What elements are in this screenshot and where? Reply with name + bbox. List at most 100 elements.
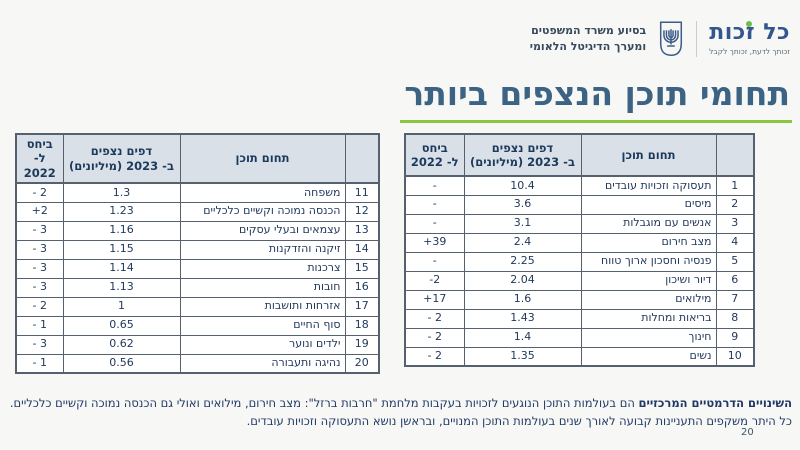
table-row: 19 ילדים ונוער 0.62- 3 xyxy=(15,334,380,355)
footer-line-1: השינויים הדרמטיים המרכזיים הם בעולמות הת… xyxy=(8,395,792,413)
rank-cell: 4 xyxy=(715,232,755,253)
rank-cell: 9 xyxy=(715,327,755,348)
ministry-line-2: ומערך הדיגיטל הלאומי xyxy=(529,39,647,53)
vs-column-header: ביחס ל- 2022 xyxy=(404,133,465,177)
topic-cell: סוף החיים xyxy=(179,315,346,336)
table-row: 3 אנשים עם מוגבלות 3.1- xyxy=(404,213,755,234)
pages-header-line1: דפים נצפים xyxy=(491,140,554,155)
vs-cell: - 1 xyxy=(15,353,64,374)
vs-cell: - 2 xyxy=(15,182,64,203)
topic-column-header: תחום תוכן xyxy=(580,133,717,177)
rank-cell: 18 xyxy=(344,315,380,336)
pages-cell: 10.4 xyxy=(463,175,582,196)
table-row: 4 מצב חירום 2.4 +39 xyxy=(404,232,755,253)
rank-cell: 17 xyxy=(344,296,380,317)
topic-cell: עצמאים ובעלי עסקים xyxy=(179,220,346,241)
pages-header-line2: ב- 2023 (מיליונים) xyxy=(470,155,575,169)
vs-cell: - 3 xyxy=(15,239,64,260)
table-row: 10 נשים 1.35- 2 xyxy=(404,346,755,367)
vs-cell: - xyxy=(404,213,465,234)
vs-cell: - xyxy=(404,175,465,196)
rank-cell: 1 xyxy=(715,175,755,196)
rank-cell: 5 xyxy=(715,251,755,272)
vs-cell: +2 xyxy=(15,201,64,222)
table-row: 13 עצמאים ובעלי עסקים 1.16- 3 xyxy=(15,220,380,241)
topic-cell: מיסים xyxy=(580,194,717,215)
pages-cell: 3.6 xyxy=(463,194,582,215)
footer-line-1-rest: הם בעולמות התוכן הנוגעים לזכויות בעקבות … xyxy=(9,396,639,410)
pages-header-line2: ב- 2023 (מיליונים) xyxy=(69,158,174,173)
rank-cell: 12 xyxy=(344,201,380,222)
topic-column-header: תחום תוכן xyxy=(179,133,346,185)
topic-cell: תעסוקה וזכויות עובדים xyxy=(580,175,717,196)
ministry-credit: בסיוע משרד המשפטים ומערך הדיגיטל הלאומי xyxy=(530,20,646,55)
topic-cell: בריאות ומחלות xyxy=(580,308,717,329)
table-row: 11 משפחה 1.3- 2 xyxy=(15,182,380,203)
pages-header-line1: דפים נצפים xyxy=(90,144,153,159)
table-row: 16 חובות 1.13- 3 xyxy=(15,277,380,298)
pages-cell: 2.04 xyxy=(463,270,582,291)
rank-cell: 10 xyxy=(715,346,755,367)
israel-emblem-icon xyxy=(660,21,683,57)
table-row: 6 דיור ושיכון 2.04 -2 xyxy=(404,270,755,291)
table-row: 8 בריאות ומחלות 1.43- 2 xyxy=(404,308,755,329)
pages-cell: 1.14 xyxy=(62,258,181,279)
vs-cell: +39 xyxy=(404,232,465,253)
kol-zchut-logo-text: כל זכות xyxy=(709,20,790,45)
vs-column-header: ביחס ל- 2022 xyxy=(15,133,64,185)
rank-cell: 19 xyxy=(344,334,380,355)
vs-header-line2: ל- 2022 xyxy=(410,155,459,169)
vs-cell: -2 xyxy=(404,270,465,291)
vs-cell: - xyxy=(404,194,465,215)
vs-cell: - 2 xyxy=(404,308,465,329)
pages-column-header: דפים נצפים ב- 2023 (מיליונים) xyxy=(463,133,582,177)
topic-cell: נהיגה ותעבורה xyxy=(179,353,346,374)
footer-notes: השינויים הדרמטיים המרכזיים הם בעולמות הת… xyxy=(8,395,792,431)
topic-cell: צרכנות xyxy=(179,258,346,279)
vs-cell: - 3 xyxy=(15,334,64,355)
pages-cell: 1.3 xyxy=(62,182,181,203)
page-number: 20 xyxy=(741,427,754,438)
logo-green-dot-icon xyxy=(746,21,752,27)
header-divider xyxy=(696,21,698,57)
table-ranks-1-10: תחום תוכן דפים נצפים ב- 2023 (מיליונים) … xyxy=(404,133,755,367)
topic-cell: פנסיה וחסכון ארוך טווח xyxy=(580,251,717,272)
vs-cell: - xyxy=(404,251,465,272)
table-row: 9 חינוך 1.4- 2 xyxy=(404,327,755,348)
vs-cell: - 1 xyxy=(15,315,64,336)
table-ranks-11-20: תחום תוכן דפים נצפים ב- 2023 (מיליונים) … xyxy=(15,133,380,375)
rank-cell: 11 xyxy=(344,182,380,203)
table-row: 17 אזרחות ותושבות 1- 2 xyxy=(15,296,380,317)
pages-cell: 1.4 xyxy=(463,327,582,348)
rank-cell: 2 xyxy=(715,194,755,215)
table-row: 12 הכנסה נמוכה וקשיים כלכליים 1.23 +2 xyxy=(15,201,380,222)
topic-cell: אנשים עם מוגבלות xyxy=(580,213,717,234)
rank-column-header xyxy=(344,133,380,185)
rank-cell: 6 xyxy=(715,270,755,291)
pages-cell: 2.25 xyxy=(463,251,582,272)
vs-header-line1: ביחס xyxy=(26,137,53,151)
rank-cell: 14 xyxy=(344,239,380,260)
rank-cell: 7 xyxy=(715,289,755,310)
topic-cell: אזרחות ותושבות xyxy=(179,296,346,317)
topic-cell: ילדים ונוער xyxy=(179,334,346,355)
table-row: 18 סוף החיים 0.65- 1 xyxy=(15,315,380,336)
table-row: 5 פנסיה וחסכון ארוך טווח 2.25- xyxy=(404,251,755,272)
pages-cell: 1.43 xyxy=(463,308,582,329)
topic-cell: נשים xyxy=(580,346,717,367)
table-row: 1 תעסוקה וזכויות עובדים 10.4- xyxy=(404,175,755,196)
pages-cell: 1.6 xyxy=(463,289,582,310)
table-header: תחום תוכן דפים נצפים ב- 2023 (מיליונים) … xyxy=(15,133,380,185)
topic-cell: מילואים xyxy=(580,289,717,310)
tables-area: תחום תוכן דפים נצפים ב- 2023 (מיליונים) … xyxy=(15,133,755,375)
pages-cell: 2.4 xyxy=(463,232,582,253)
rank-cell: 15 xyxy=(344,258,380,279)
pages-cell: 3.1 xyxy=(463,213,582,234)
rank-cell: 16 xyxy=(344,277,380,298)
table-row: 20 נהיגה ותעבורה 0.56- 1 xyxy=(15,353,380,374)
pages-cell: 0.65 xyxy=(62,315,181,336)
vs-cell: +17 xyxy=(404,289,465,310)
topic-cell: הכנסה נמוכה וקשיים כלכליים xyxy=(179,201,346,222)
kol-zchut-tagline: זכותך לדעת, זכותך לקבל xyxy=(709,47,790,56)
